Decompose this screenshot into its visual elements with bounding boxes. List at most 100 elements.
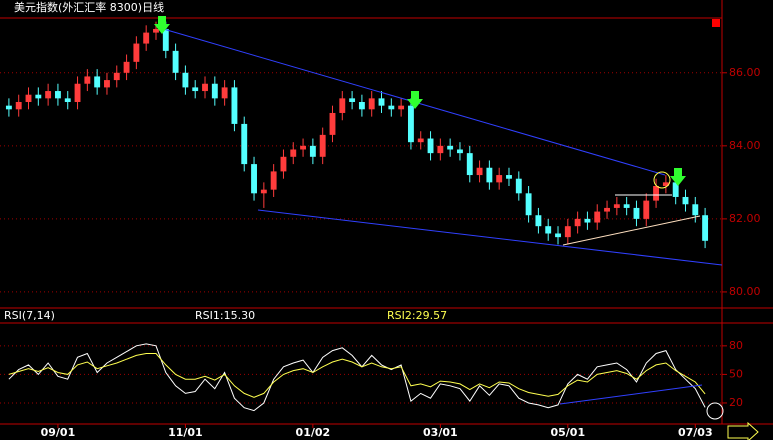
candle-body — [15, 102, 22, 110]
candle-body — [45, 91, 52, 99]
candle-body — [349, 98, 356, 103]
candle-body — [211, 83, 218, 99]
candle-body — [545, 226, 552, 234]
candle-body — [260, 189, 267, 194]
candle-body — [574, 218, 581, 227]
candle-body — [329, 112, 336, 135]
y-tick-label: 80 — [729, 339, 743, 352]
candle-body — [682, 196, 689, 205]
candle-body — [476, 167, 483, 176]
candle-body — [378, 98, 385, 106]
y-tick-label: 80.00 — [729, 285, 761, 298]
trend-line — [562, 215, 701, 246]
candle-body — [153, 28, 159, 33]
candle-body — [54, 91, 61, 99]
candle-body — [192, 87, 199, 92]
candle-body — [241, 123, 248, 165]
candle-body — [525, 193, 532, 216]
candle-body — [702, 215, 709, 241]
candle-body — [653, 186, 660, 201]
candle-body — [398, 105, 405, 110]
candle-body — [643, 200, 650, 219]
candle-body — [358, 102, 365, 110]
candle-body — [74, 83, 81, 103]
candle-body — [604, 207, 610, 212]
candle-body — [270, 171, 277, 190]
legend-label: RSI1:15.30 — [195, 309, 255, 322]
candle-body — [457, 149, 463, 154]
x-tick-label: 11/01 — [168, 426, 203, 439]
candle-body — [613, 204, 620, 208]
candle-body — [113, 72, 120, 81]
candle-body — [251, 164, 257, 194]
candle-body — [417, 138, 424, 143]
candle-body — [437, 145, 444, 154]
candle-body — [182, 72, 189, 88]
x-tick-label: 03/01 — [423, 426, 458, 439]
trend-line — [257, 209, 723, 266]
candle-body — [94, 76, 101, 88]
arrow — [407, 91, 423, 109]
candle-body — [584, 218, 591, 223]
x-tick-label: 01/02 — [296, 426, 331, 439]
candle-body — [555, 233, 561, 238]
rsi-line — [8, 353, 706, 398]
marker-circle — [706, 402, 724, 420]
candle-body — [466, 153, 473, 176]
candle-body — [564, 226, 571, 238]
x-tick-label: 07/03 — [678, 426, 713, 439]
legend-label: RSI2:29.57 — [387, 309, 447, 322]
candle-body — [290, 149, 297, 157]
candle-body — [104, 80, 110, 88]
trend-line — [559, 384, 703, 405]
candle-body — [672, 182, 679, 197]
candle-body — [84, 76, 91, 84]
frame — [0, 0, 773, 425]
candle-body — [64, 98, 71, 103]
candle-body — [662, 182, 669, 187]
candle-body — [623, 204, 630, 208]
candle-body — [407, 105, 414, 143]
candle-body — [319, 134, 326, 157]
candle-body — [515, 178, 522, 194]
y-tick-label: 50 — [729, 367, 743, 380]
corner-box — [712, 19, 720, 27]
y-tick-label: 86.00 — [729, 66, 761, 79]
candle-body — [447, 145, 454, 150]
candle-body — [133, 43, 140, 62]
candle-body — [388, 105, 395, 110]
candle-body — [231, 87, 238, 124]
candle-body — [594, 211, 601, 223]
marker-circle — [653, 171, 671, 189]
x-tick-label: 05/01 — [550, 426, 585, 439]
candle-body — [202, 83, 208, 92]
rsi-title: RSI(7,14) — [4, 309, 55, 322]
candle-body — [486, 167, 493, 183]
candle-body — [143, 32, 150, 44]
candle-body — [123, 61, 130, 73]
candle-body — [280, 156, 287, 172]
chart-title: 美元指数(外汇汇率 8300)日线 — [14, 0, 164, 14]
candle-body — [692, 204, 699, 216]
arrow — [670, 168, 686, 186]
candle-body — [535, 215, 542, 227]
candle-body — [339, 98, 346, 113]
candle-body — [427, 138, 434, 154]
x-tick-label: 09/01 — [41, 426, 76, 439]
candle-body — [221, 87, 228, 99]
candle-body — [309, 145, 316, 157]
candle-body — [496, 175, 503, 183]
candle-body — [5, 105, 12, 110]
rsi-line — [8, 343, 706, 412]
y-tick-label: 82.00 — [729, 212, 761, 225]
candle-body — [172, 50, 179, 73]
candle-body — [633, 207, 640, 219]
arrow — [154, 16, 170, 34]
candle-body — [35, 94, 42, 99]
scroll-button[interactable] — [727, 421, 759, 440]
annotations — [154, 16, 759, 440]
candle-body — [162, 28, 169, 51]
y-tick-label: 84.00 — [729, 139, 761, 152]
